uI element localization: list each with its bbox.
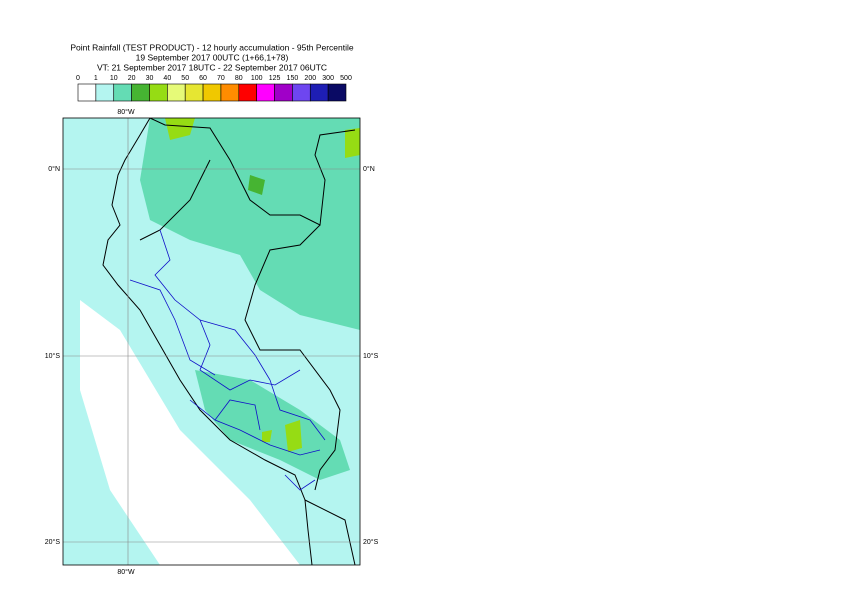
colorbar-label: 60 xyxy=(199,75,207,82)
colorbar-label: 40 xyxy=(163,75,171,82)
lat-label: 20°S xyxy=(363,538,379,546)
colorbar-label: 10 xyxy=(110,75,118,82)
colorbar-label: 1 xyxy=(94,75,98,82)
colorbar-box xyxy=(113,83,132,102)
colorbar-box xyxy=(327,83,347,102)
colorbar-label: 300 xyxy=(322,75,334,82)
map-frame xyxy=(62,117,361,566)
colorbar-label: 50 xyxy=(181,75,189,82)
colorbar-box xyxy=(131,83,150,102)
lat-label: 0°N xyxy=(48,165,60,173)
colorbar-box xyxy=(292,83,311,102)
colorbar-box xyxy=(202,83,222,102)
map xyxy=(63,118,360,565)
colorbar-box xyxy=(309,83,329,102)
colorbar-label: 100 xyxy=(251,75,263,82)
colorbar-label: 30 xyxy=(146,75,154,82)
colorbar-box xyxy=(184,83,204,102)
colorbar-label: 0 xyxy=(76,75,80,82)
lat-label: 10°S xyxy=(45,352,61,360)
colorbar-label: 500 xyxy=(340,75,352,82)
colorbar-label: 80 xyxy=(235,75,243,82)
colorbar-box xyxy=(77,83,97,102)
lon-label: 80°W xyxy=(117,108,135,116)
lat-label: 0°N xyxy=(363,165,375,173)
title: Point Rainfall (TEST PRODUCT) - 12 hourl… xyxy=(70,42,354,52)
valid-time: VT: 21 September 2017 18UTC - 22 Septemb… xyxy=(97,62,327,72)
colorbar-label: 125 xyxy=(269,75,281,82)
lat-label: 20°S xyxy=(45,538,61,546)
lon-label: 80°W xyxy=(117,568,135,576)
colorbar: 0 1 10 20 30 40 50 60 70 80 100 125 150 200 300 500 xyxy=(76,75,352,102)
colorbar-box xyxy=(220,83,240,102)
colorbar-box xyxy=(95,83,115,102)
colorbar-label: 150 xyxy=(287,75,299,82)
colorbar-box xyxy=(274,83,293,102)
colorbar-box xyxy=(149,83,168,102)
subtitle: 19 September 2017 00UTC (1+66,1+78) xyxy=(136,52,289,62)
lat-label: 10°S xyxy=(363,352,379,360)
colorbar-box xyxy=(238,83,257,102)
colorbar-label: 70 xyxy=(217,75,225,82)
colorbar-label: 200 xyxy=(304,75,316,82)
colorbar-label: 20 xyxy=(128,75,136,82)
colorbar-box xyxy=(256,83,275,102)
colorbar-box xyxy=(167,83,186,102)
